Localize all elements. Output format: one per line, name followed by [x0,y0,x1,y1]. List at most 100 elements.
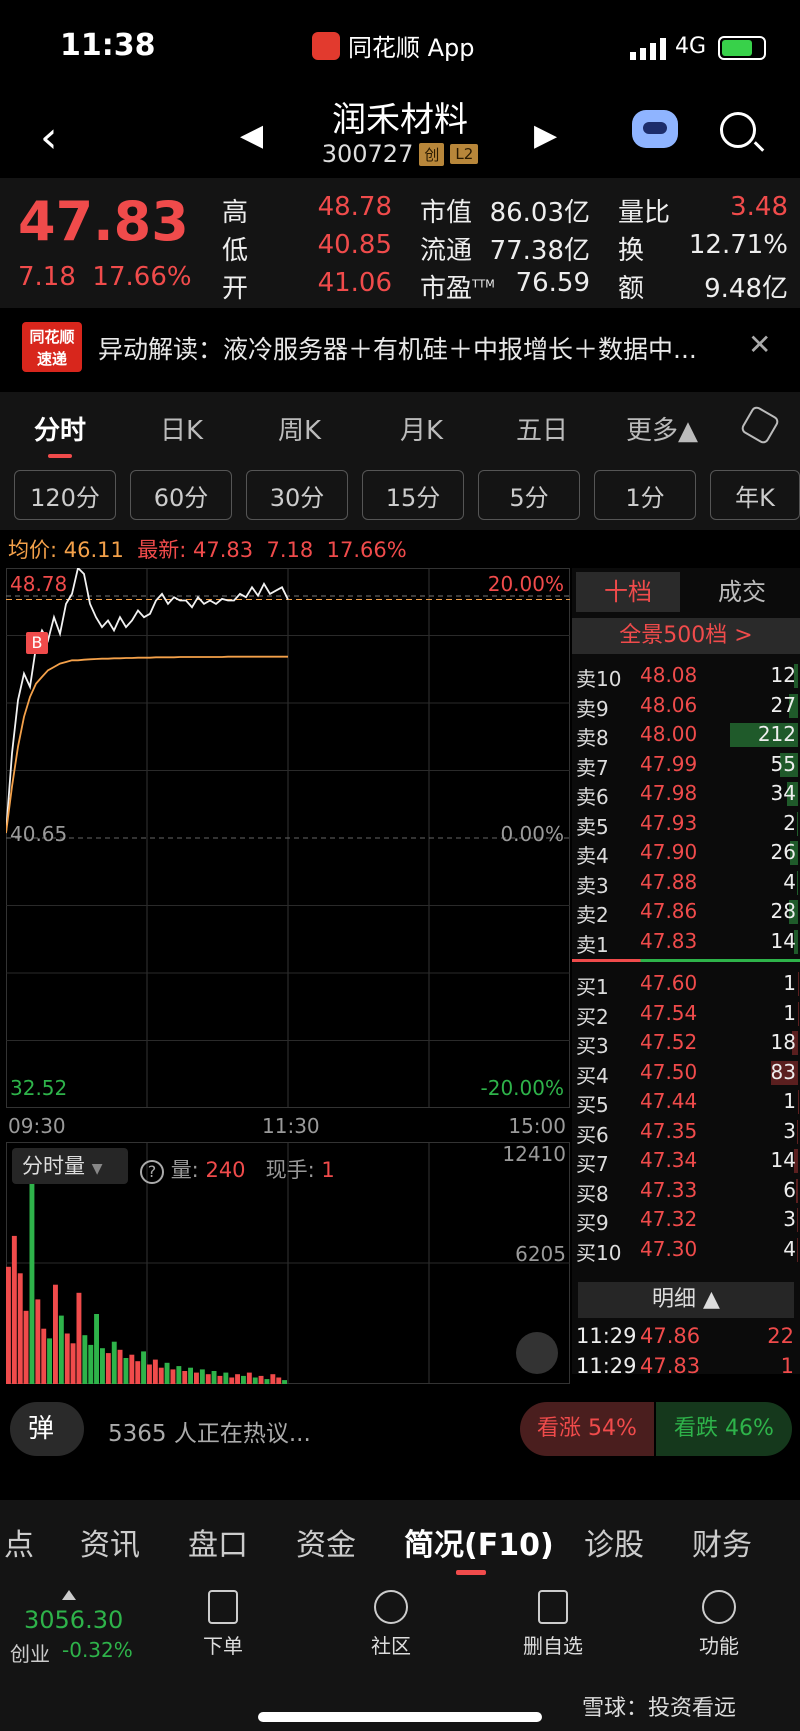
fullscreen-icon[interactable] [516,1332,558,1374]
avg-value: 46.11 [63,538,124,562]
volume-bar [229,1377,235,1384]
volume-chart[interactable]: 12410 6205 分时量 ▼ ? 量: 240 现手: 1 [6,1142,570,1384]
price-line [5,566,289,834]
panorama-500-button[interactable]: 全景500档 > [572,618,800,654]
index-expand-icon[interactable] [62,1590,76,1600]
home-indicator[interactable] [258,1712,542,1722]
section-f10[interactable]: 简况(F10) [404,1528,554,1563]
index-value[interactable]: 3056.30 [24,1606,124,1634]
order-button[interactable]: 下单 [168,1590,278,1659]
bearish-vote-button[interactable]: 看跌 46% [656,1402,792,1456]
index-change: -0.32% [62,1638,133,1662]
volume-bar [135,1361,141,1384]
volume-bar [241,1375,246,1384]
buy-marker[interactable]: B [26,632,48,654]
section-orderbook[interactable]: 盘口 [188,1528,248,1563]
period-30m[interactable]: 30分 [246,470,348,520]
community-button[interactable]: 社区 [336,1590,446,1659]
change-pct: 17.66% [92,262,192,292]
volume-bar [58,1315,64,1384]
section-points[interactable]: 点 [4,1528,34,1563]
bid-level-row[interactable]: 买3 47.52 18 [572,1027,800,1058]
settings-hex-icon[interactable] [739,404,781,446]
bid-level-row[interactable]: 买8 47.33 6 [572,1175,800,1206]
order-doc-icon [208,1590,238,1624]
discussion-count[interactable]: 5365 人正在热议... [108,1421,311,1447]
quote-panel: 47.83 7.18 17.66% 高 低 开 48.78 40.85 41.0… [0,178,800,308]
bid-level-volume: 18 [770,1030,796,1054]
intraday-price-chart[interactable]: 48.78 20.00% 40.65 0.00% 32.52 -20.00% 0… [5,566,570,1138]
ask-level-row[interactable]: 卖6 47.98 34 [572,778,800,809]
remove-watchlist-button[interactable]: 删自选 [498,1590,608,1659]
tab-monthly-k[interactable]: 月K [400,416,444,446]
volume-bar [199,1369,205,1384]
period-year-k[interactable]: 年K [710,470,800,520]
bid-volume-bar [771,1060,798,1085]
alert-banner[interactable]: 同花顺 速递 异动解读：液冷服务器＋有机硅＋中报增长＋数据中... ✕ [0,310,800,386]
amount-value: 9.48亿 [704,274,788,304]
functions-button[interactable]: 功能 [664,1590,774,1659]
index-name: 创业 [10,1642,50,1666]
ask-level-row[interactable]: 卖7 47.99 55 [572,749,800,780]
tab-daily-k[interactable]: 日K [160,416,204,446]
tab-five-day[interactable]: 五日 [516,416,569,446]
help-icon[interactable]: ? [140,1160,164,1184]
bid-level-row[interactable]: 买1 47.60 1 [572,968,800,999]
mcap-value: 86.03亿 [489,198,590,228]
section-news[interactable]: 资讯 [80,1528,140,1563]
turnover-value: 12.71% [688,230,788,260]
ask-level-row[interactable]: 卖3 47.88 4 [572,867,800,898]
axis-bot-pct: -20.00% [480,1076,564,1100]
bid-level-row[interactable]: 买10 47.30 4 [572,1234,800,1265]
tab-ten-level[interactable]: 十档 [576,572,680,612]
detail-header[interactable]: 明细 ▲ [578,1282,794,1318]
bid-level-row[interactable]: 买9 47.32 3 [572,1204,800,1235]
period-60m[interactable]: 60分 [130,470,232,520]
tab-weekly-k[interactable]: 周K [278,416,322,446]
ask-level-row[interactable]: 卖10 48.08 12 [572,660,800,691]
ask-level-row[interactable]: 卖8 48.00 212 [572,719,800,750]
volume-mode-label: 分时量 [22,1154,85,1178]
bid-level-row[interactable]: 买2 47.54 1 [572,998,800,1029]
ask-level-row[interactable]: 卖5 47.93 2 [572,808,800,839]
period-120m[interactable]: 120分 [14,470,116,520]
section-funds[interactable]: 资金 [296,1528,356,1563]
bullish-vote-button[interactable]: 看涨 54% [520,1402,654,1456]
ask-level-label: 卖3 [576,873,609,898]
tab-intraday[interactable]: 分时 [34,416,87,446]
float-label: 流通 [420,236,473,266]
section-diagnosis[interactable]: 诊股 [584,1528,644,1563]
ask-level-label: 卖1 [576,932,609,957]
volume-bar [82,1335,88,1384]
open-label: 开 [222,274,249,304]
axis-mid-pct: 0.00% [500,822,564,846]
period-5m[interactable]: 5分 [478,470,580,520]
bid-level-row[interactable]: 买6 47.35 3 [572,1116,800,1147]
bid-level-row[interactable]: 买5 47.44 1 [572,1086,800,1117]
back-icon[interactable]: ‹ [40,112,58,163]
tab-more[interactable]: 更多▲ [626,416,698,446]
ask-level-row[interactable]: 卖4 47.90 26 [572,837,800,868]
danmu-toggle-button[interactable]: 弹 [10,1402,84,1456]
volume-bar [88,1344,94,1384]
ask-volume-bar [793,929,798,954]
bid-level-row[interactable]: 买7 47.34 14 [572,1145,800,1176]
period-15m[interactable]: 15分 [362,470,464,520]
volume-bar [141,1351,146,1384]
tab-trades[interactable]: 成交 [718,578,766,606]
volume-mode-select[interactable]: 分时量 ▼ [12,1148,128,1184]
close-icon[interactable]: ✕ [748,328,772,361]
bid-volume-bar [796,1178,798,1203]
prev-stock-icon[interactable]: ◀ [240,118,264,153]
next-stock-icon[interactable]: ▶ [534,118,558,153]
search-icon[interactable] [720,112,756,148]
ask-level-row[interactable]: 卖9 48.06 27 [572,690,800,721]
section-finance[interactable]: 财务 [692,1528,752,1563]
ask-level-row[interactable]: 卖2 47.86 28 [572,896,800,927]
period-1m[interactable]: 1分 [594,470,696,520]
bid-level-row[interactable]: 买4 47.50 83 [572,1057,800,1088]
assistant-robot-icon[interactable] [632,110,678,148]
volume-bar [158,1367,164,1384]
bid-level-volume: 1 [783,971,796,995]
ask-level-row[interactable]: 卖1 47.83 14 [572,926,800,957]
